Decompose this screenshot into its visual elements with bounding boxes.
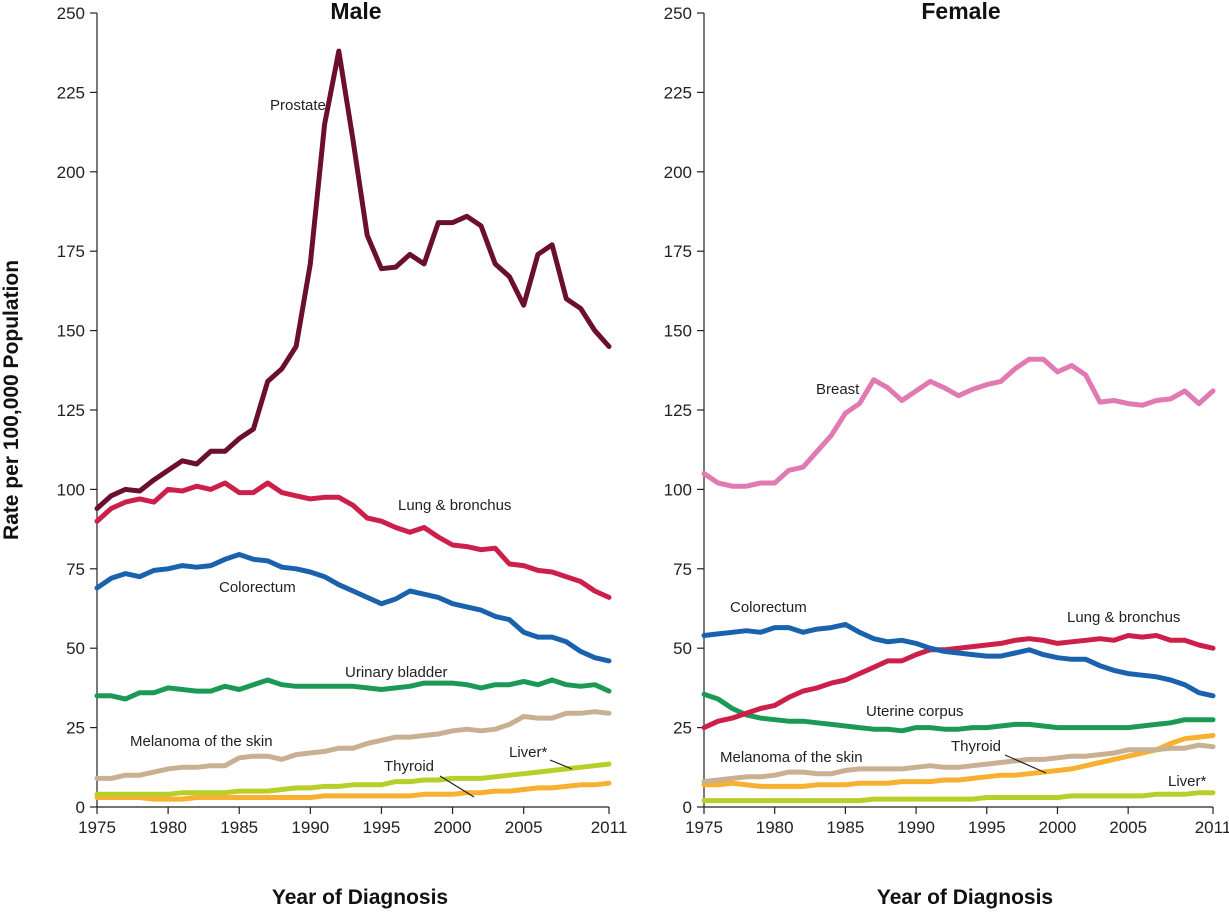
female-y-tick-label: 25 [673, 719, 692, 738]
male-series-urinary-bladder-line [94, 677, 612, 702]
male-x-tick-label: 2011 [591, 818, 628, 837]
male-series-lung-and-bronchus-line [94, 480, 612, 600]
female-series-lung-and-bronchus-line [701, 633, 1216, 731]
male-y-tick-label: 0 [76, 798, 85, 817]
male-x-tick-label: 1985 [220, 818, 258, 837]
male-x-tick-label: 1995 [363, 818, 401, 837]
male-x-tick-label: 2005 [505, 818, 543, 837]
female-y-tick-label: 150 [664, 322, 692, 341]
male-y-tick-label: 75 [66, 560, 85, 579]
female-label-uterine-corpus: Uterine corpus [866, 703, 964, 720]
female-y-tick-label: 250 [664, 4, 692, 23]
female-x-tick-label: 1985 [826, 818, 864, 837]
female-y-tick-label: 75 [673, 560, 692, 579]
female-series-colorectum-line [701, 621, 1216, 699]
female-x-tick-label: 1990 [897, 818, 935, 837]
female-x-tick-label: 2011 [1195, 818, 1229, 837]
male-label-prostate: Prostate [270, 97, 326, 114]
female-x-tick-label: 1980 [756, 818, 794, 837]
male-y-tick-label: 50 [66, 639, 85, 658]
female-y-tick-label: 175 [664, 242, 692, 261]
female-label-breast: Breast [816, 381, 860, 398]
male-x-axis-title: Year of Diagnosis [272, 886, 448, 909]
male-series-colorectum-line [94, 552, 612, 664]
female-x-tick-label: 1995 [968, 818, 1006, 837]
female-x-tick-label: 2000 [1039, 818, 1077, 837]
female-series-uterine-corpus-line [701, 691, 1216, 734]
male-y-tick-label: 175 [57, 242, 85, 261]
male-x-tick-label: 1990 [291, 818, 329, 837]
female-panel-title: Female [921, 0, 1000, 24]
male-y-tick-label: 25 [66, 719, 85, 738]
male-panel: Male Year of Diagnosis 0 25 50 75 100 125 150 1… [57, 0, 628, 909]
male-x-tick-label: 1975 [78, 818, 116, 837]
male-label-lung-and-bronchus: Lung & bronchus [398, 497, 511, 514]
male-series-thyroid-line [94, 780, 612, 802]
male-label-urinary-bladder: Urinary bladder [345, 664, 448, 681]
male-y-tick-label: 100 [57, 480, 85, 499]
female-x-axis-title: Year of Diagnosis [877, 886, 1053, 909]
female-series-liver-line [701, 790, 1216, 804]
male-y-tick-label: 250 [57, 4, 85, 23]
male-y-tick-label: 225 [57, 83, 85, 102]
male-label-melanoma-of-the-skin: Melanoma of the skin [130, 733, 273, 750]
female-series-thyroid-line [701, 733, 1216, 789]
female-x-tick-label: 2005 [1109, 818, 1147, 837]
female-label-liver: Liver* [1168, 773, 1207, 790]
male-label-thyroid: Thyroid [384, 758, 434, 775]
female-series-breast-line [701, 356, 1216, 489]
y-axis-title: Rate per 100,000 Population [0, 260, 23, 540]
male-y-tick-label: 125 [57, 401, 85, 420]
female-label-colorectum: Colorectum [730, 599, 807, 616]
male-series-melanoma-of-the-skin-line [94, 709, 612, 781]
female-thyroid-leader-line [1004, 754, 1047, 774]
male-label-liver: Liver* [509, 744, 548, 761]
female-label-melanoma-of-the-skin: Melanoma of the skin [720, 749, 863, 766]
female-label-thyroid: Thyroid [951, 738, 1001, 755]
male-series-prostate-line [94, 48, 612, 511]
male-series-liver-line [94, 761, 612, 797]
female-label-lung-and-bronchus: Lung & bronchus [1067, 609, 1180, 626]
male-thyroid-leader-line [439, 775, 475, 798]
male-label-colorectum: Colorectum [219, 579, 296, 596]
female-y-tick-label: 0 [683, 798, 692, 817]
male-y-tick-label: 200 [57, 163, 85, 182]
female-y-tick-label: 100 [664, 480, 692, 499]
male-panel-title: Male [330, 0, 381, 24]
male-x-tick-label: 2000 [434, 818, 472, 837]
male-x-tick-label: 1980 [149, 818, 187, 837]
female-y-tick-label: 50 [673, 639, 692, 658]
female-y-tick-label: 200 [664, 163, 692, 182]
male-y-tick-label: 150 [57, 322, 85, 341]
female-x-tick-label: 1975 [685, 818, 723, 837]
male-liver-leader-line [549, 759, 573, 770]
female-y-tick-label: 225 [664, 83, 692, 102]
female-series-melanoma-of-the-skin-line [701, 742, 1216, 785]
female-y-tick-label: 125 [664, 401, 692, 420]
female-panel: Female Year of Diagnosis 0 25 50 75 100 125 15… [664, 0, 1229, 909]
